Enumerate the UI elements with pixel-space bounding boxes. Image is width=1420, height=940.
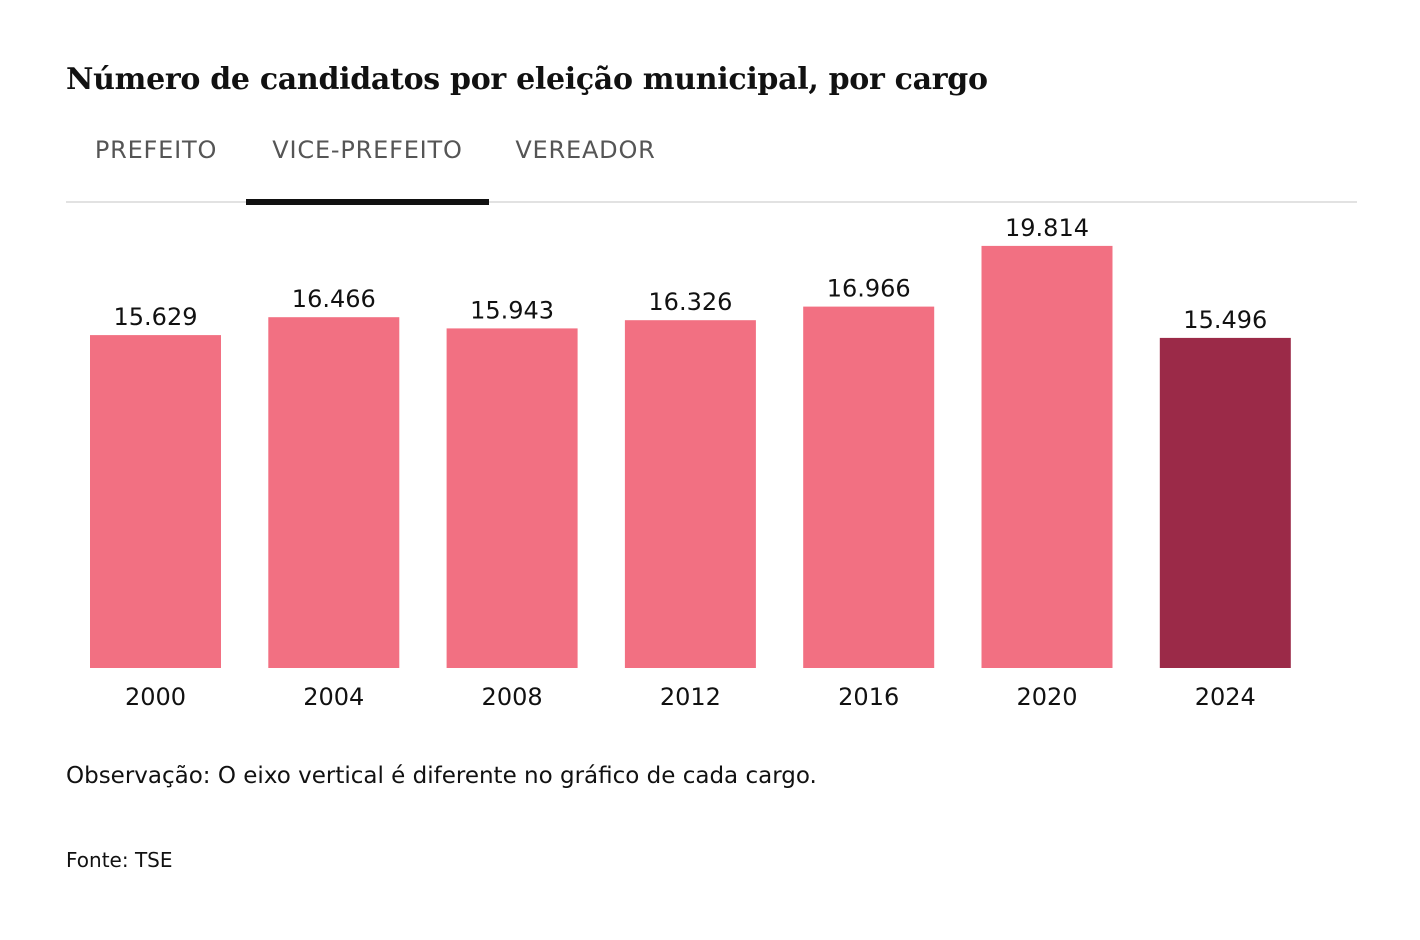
bar-2012 — [624, 320, 756, 668]
chart-note: Observação: O eixo vertical é diferente … — [66, 763, 817, 789]
bar-2016 — [803, 306, 935, 668]
tab-prefeito[interactable]: PREFEITO — [94, 136, 218, 164]
value-label-2004: 16.466 — [292, 285, 376, 313]
tab-vereador[interactable]: VEREADOR — [515, 136, 656, 164]
value-label-2020: 19.814 — [1005, 214, 1089, 242]
x-tick-label-2020: 2020 — [1016, 683, 1077, 711]
bar-2024 — [1159, 337, 1291, 668]
chart-title: Número de candidatos por eleição municip… — [66, 62, 988, 97]
bar-2020 — [981, 245, 1113, 668]
bar-2004 — [268, 317, 400, 668]
chart-source: Fonte: TSE — [66, 848, 173, 872]
tab-vice-prefeito[interactable]: VICE-PREFEITO — [246, 120, 489, 205]
x-tick-label-2004: 2004 — [303, 683, 364, 711]
value-label-2016: 16.966 — [827, 275, 911, 303]
bar-2000 — [90, 335, 221, 668]
x-tick-label-2012: 2012 — [660, 683, 721, 711]
value-label-2000: 15.629 — [114, 303, 198, 331]
x-tick-label-2008: 2008 — [482, 683, 543, 711]
bar-2008 — [446, 328, 578, 668]
x-tick-label-2016: 2016 — [838, 683, 899, 711]
x-tick-label-2024: 2024 — [1195, 683, 1256, 711]
value-label-2008: 15.943 — [470, 296, 554, 324]
tab-bar: PREFEITO VICE-PREFEITO VEREADOR — [66, 120, 1357, 205]
x-tick-label-2000: 2000 — [125, 683, 186, 711]
value-label-2024: 15.496 — [1183, 306, 1267, 334]
value-label-2012: 16.326 — [648, 288, 732, 316]
